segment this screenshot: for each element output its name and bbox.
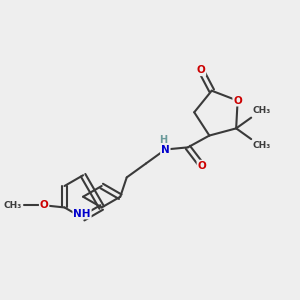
Text: CH₃: CH₃ <box>252 141 271 150</box>
Text: H: H <box>159 136 167 146</box>
Text: N: N <box>161 145 170 154</box>
Text: NH: NH <box>73 208 91 218</box>
Text: O: O <box>233 96 242 106</box>
Text: CH₃: CH₃ <box>252 106 271 116</box>
Text: O: O <box>196 65 205 75</box>
Text: CH₃: CH₃ <box>3 201 22 210</box>
Text: O: O <box>197 160 206 171</box>
Text: O: O <box>40 200 49 210</box>
